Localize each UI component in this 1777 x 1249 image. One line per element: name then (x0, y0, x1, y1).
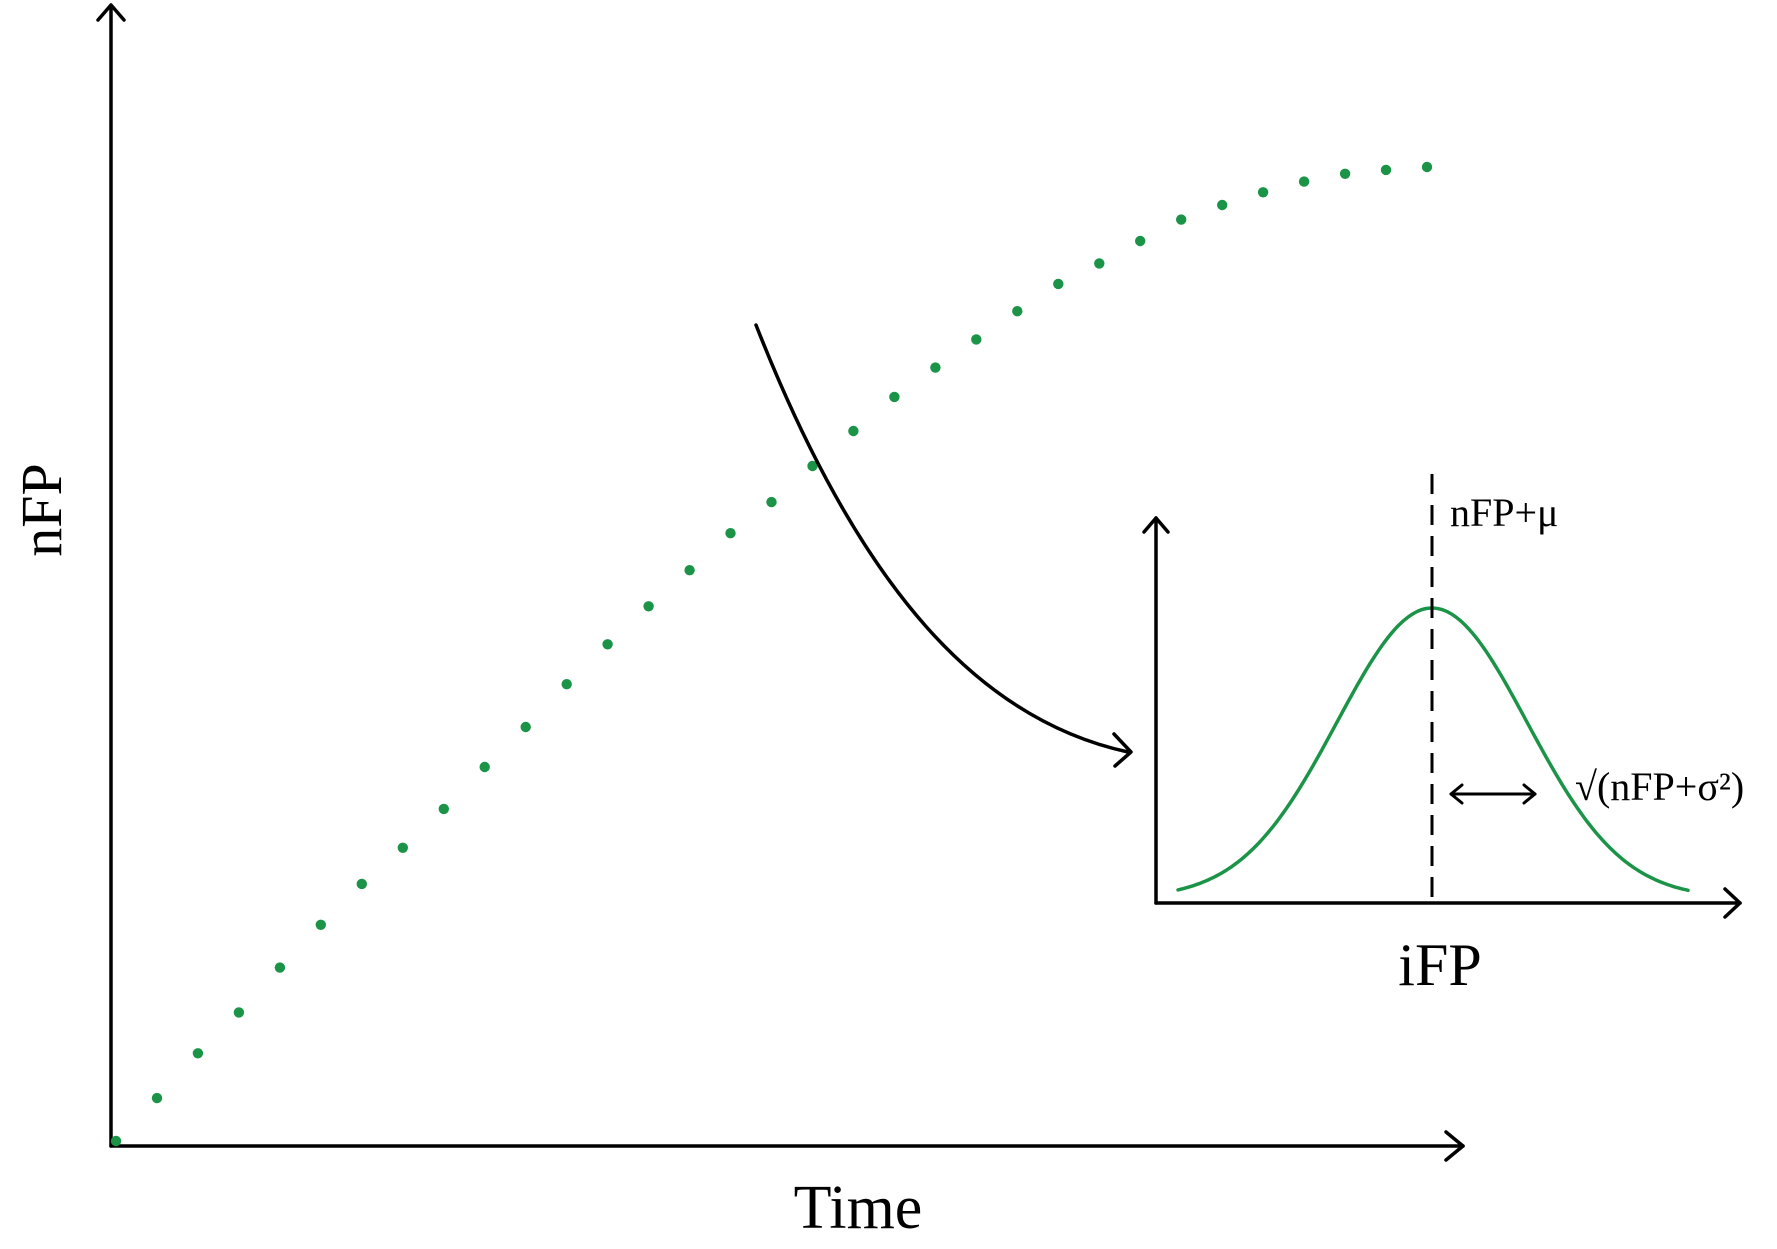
nfp-point (684, 565, 695, 576)
inset-axes (1142, 516, 1742, 919)
nfp-point (1135, 235, 1146, 247)
mean-label: nFP+μ (1450, 490, 1559, 535)
nfp-point (1257, 187, 1269, 198)
nfp-point (725, 528, 736, 539)
nfp-point (889, 391, 900, 403)
spread-label: √(nFP+σ²) (1575, 764, 1744, 809)
inset-y-axis-arrowhead (1142, 516, 1170, 534)
spread-arrow-right-head (1522, 783, 1537, 805)
nfp-point (807, 460, 818, 472)
x-axis-label: Time (794, 1174, 923, 1242)
nfp-point (561, 679, 572, 690)
spread-arrow-left-head (1449, 783, 1464, 805)
zoom-arrow-curve (754, 323, 1130, 754)
inset-x-axis-arrowhead (1723, 887, 1742, 919)
nfp-point (971, 334, 982, 345)
nfp-point (1176, 214, 1187, 225)
nfp-point (438, 803, 449, 815)
nfp-point (479, 761, 490, 773)
y-axis-label: nFP (9, 463, 74, 557)
main-x-axis-arrowhead (1444, 1130, 1465, 1162)
nfp-point (602, 639, 613, 650)
nfp-dotted-series (110, 161, 1433, 1147)
nfp-point (397, 842, 408, 853)
zoom-arrow (754, 323, 1133, 768)
nfp-point (930, 362, 941, 373)
nfp-point (315, 919, 326, 930)
main-y-axis-arrowhead (96, 3, 126, 22)
nfp-point (1339, 168, 1351, 179)
inset-x-axis-label: iFP (1398, 932, 1481, 998)
nfp-point (274, 962, 286, 973)
nfp-point (520, 721, 531, 733)
nfp-point (233, 1007, 245, 1018)
nfp-point (1217, 199, 1228, 211)
nfp-point (1380, 164, 1392, 176)
nfp-point (356, 878, 367, 890)
main-axes (96, 3, 1465, 1162)
nfp-point (151, 1092, 163, 1104)
spread-double-arrow (1449, 783, 1537, 805)
nfp-point (1421, 161, 1433, 173)
nfp-point (848, 425, 859, 437)
nfp-point (1298, 176, 1310, 187)
nfp-point (1053, 278, 1064, 290)
nfp-point (110, 1135, 122, 1147)
nfp-point (766, 496, 777, 508)
nfp-point (1012, 306, 1023, 317)
zoom-arrow-head (1112, 732, 1133, 768)
nfp-point (643, 601, 654, 612)
nfp-point (192, 1048, 204, 1059)
nfp-point (1094, 258, 1105, 269)
